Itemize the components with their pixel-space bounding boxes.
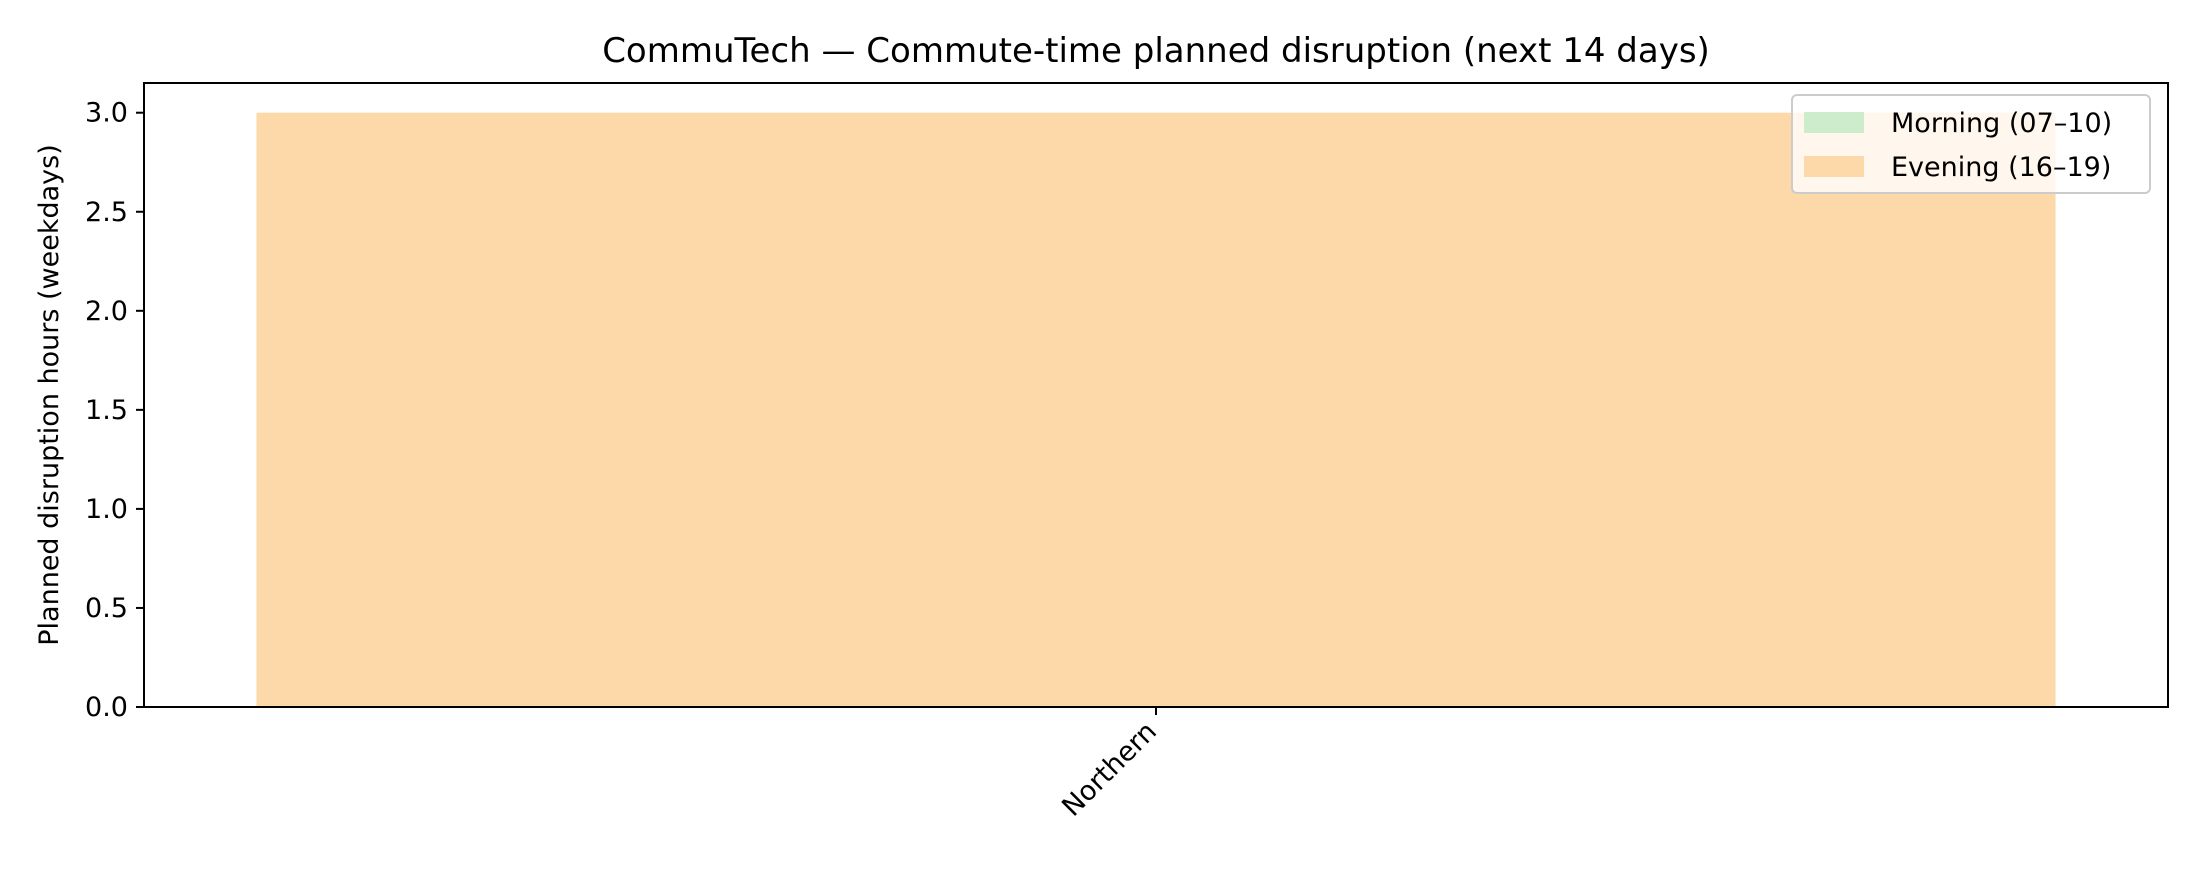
y-tick-label: 3.0 [85, 98, 128, 129]
x-axis: Northern [1056, 707, 1163, 823]
bars-group [256, 112, 2056, 707]
y-tick-label: 2.0 [85, 296, 128, 327]
y-tick-label: 2.5 [85, 197, 128, 228]
y-tick-label: 0.5 [85, 593, 128, 624]
chart-title: CommuTech — Commute-time planned disrupt… [602, 31, 1710, 71]
x-tick-label-northern: Northern [1056, 716, 1163, 823]
y-tick-label: 1.5 [85, 395, 128, 426]
legend-swatch-morning [1804, 112, 1864, 133]
bar-northern-series-1 [256, 112, 2056, 707]
legend-swatch-evening [1804, 156, 1864, 177]
legend-box [1791, 94, 2151, 194]
y-tick-label: 1.0 [85, 494, 128, 525]
y-axis-label: Planned disruption hours (weekdays) [34, 144, 65, 645]
y-tick-label: 0.0 [85, 692, 128, 723]
legend-label-evening: Evening (16–19) [1891, 152, 2111, 183]
y-axis: 0.0 0.5 1.0 1.5 2.0 2.5 3.0 [85, 98, 144, 723]
legend: Morning (07–10) Evening (16–19) [1791, 94, 2151, 194]
legend-label-morning: Morning (07–10) [1891, 108, 2112, 139]
